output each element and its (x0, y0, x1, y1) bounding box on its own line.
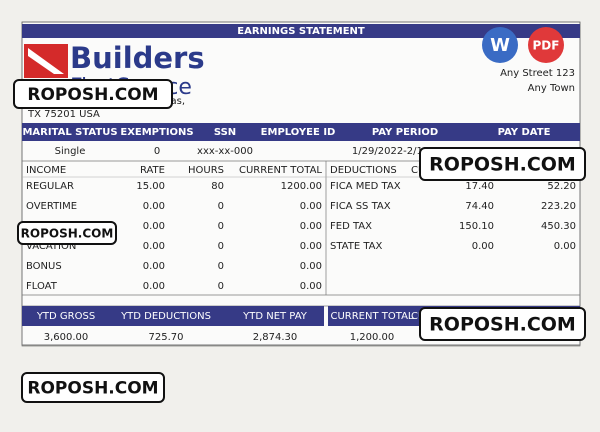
income-cell: 0 (218, 281, 224, 292)
info-value: Single (55, 146, 86, 157)
title: EARNINGS STATEMENT (237, 26, 365, 37)
watermark-box (21, 372, 165, 403)
column-header: SSN (214, 127, 236, 138)
income-cell: 0.00 (300, 241, 322, 252)
column-header: MARITAL STATUS (22, 127, 117, 138)
income-cell: 0.00 (143, 261, 165, 272)
watermark: ROPOSH.COM (429, 314, 576, 336)
watermark: ROPOSH.COM (429, 154, 576, 176)
column-header: EMPLOYEE ID (261, 127, 336, 138)
income-cell: 0.00 (300, 201, 322, 212)
summary-header: YTD NET PAY (242, 311, 308, 322)
summary-band (22, 306, 324, 326)
title-bar (22, 24, 580, 38)
deduction-header: DEDUCTIONS (330, 165, 397, 176)
column-header: PAY PERIOD (372, 127, 438, 138)
income-header: RATE (140, 165, 165, 176)
income-header: INCOME (26, 165, 66, 176)
watermark: ROPOSH.COM (27, 85, 158, 105)
employee-address: Any Town (528, 83, 575, 94)
company-address: TX 75201 USA (27, 109, 100, 120)
deduction-cell: 150.10 (459, 221, 494, 232)
deduction-cell: 52.20 (547, 181, 576, 192)
watermark-box (419, 147, 586, 181)
income-cell: 0.00 (143, 241, 165, 252)
income-header: CURRENT TOTAL (239, 165, 322, 176)
column-header: EXEMPTIONS (120, 127, 193, 138)
watermark-box (17, 221, 117, 245)
watermark-box (419, 307, 586, 341)
employee-address: Any Street 123 (500, 68, 575, 79)
watermark: ROPOSH.COM (21, 227, 114, 241)
watermark: ROPOSH.COM (27, 379, 158, 399)
info-value: xxx-xx-000 (197, 146, 253, 157)
income-cell: 0 (218, 241, 224, 252)
deduction-cell: 450.30 (541, 221, 576, 232)
deduction-cell: 0.00 (472, 241, 494, 252)
income-cell: 0.00 (300, 221, 322, 232)
income-cell: 0.00 (300, 261, 322, 272)
deduction-cell: STATE TAX (330, 241, 383, 252)
deduction-cell: FICA SS TAX (330, 201, 391, 212)
income-cell: 15.00 (136, 181, 165, 192)
income-cell: 0.00 (143, 201, 165, 212)
watermarks: ROPOSH.COM ROPOSH.COM ROPOSH.COM ROPOSH.COM… (13, 27, 586, 403)
income-cell: 0.00 (300, 281, 322, 292)
income-cell: REGULAR (26, 181, 74, 192)
summary-header: YTD GROSS (36, 311, 95, 322)
deduction-cell: 17.40 (465, 181, 494, 192)
document-frame (21, 21, 581, 346)
deduction-cell: 0.00 (554, 241, 576, 252)
summary-value: 3,600.00 (44, 332, 89, 343)
summary-value: 725.70 (149, 332, 184, 343)
pdf-icon-label: PDF (533, 39, 560, 53)
pdf-icon (528, 27, 564, 63)
income-cell: 0 (218, 201, 224, 212)
word-icon-label: W (490, 35, 510, 56)
income-cell: VACATION (26, 241, 76, 252)
summary-value: 1,200.00 (350, 332, 395, 343)
deduction-cell: 74.40 (465, 201, 494, 212)
deduction-cell: FICA MED TAX (330, 181, 401, 192)
column-header: PAY DATE (498, 127, 551, 138)
logo-stripe (28, 48, 64, 74)
deduction-cell: FED TAX (330, 221, 372, 232)
income-cell: 1200.00 (281, 181, 322, 192)
income-cell: 0.00 (143, 281, 165, 292)
info-value: 1/29/2022-2/11/2022 (352, 146, 458, 157)
deduction-cell: 223.20 (541, 201, 576, 212)
income-cell: 0.00 (143, 221, 165, 232)
income-header: HOURS (188, 165, 224, 176)
header-band (22, 123, 580, 141)
summary-header: CURRENT TOTAL (330, 311, 413, 322)
income-cell: OVERTIME (26, 201, 77, 212)
summary-header: YTD DEDUCTIONS (120, 311, 211, 322)
info-value: 0 (154, 146, 160, 157)
income-cell: BONUS (26, 261, 62, 272)
income-cell: FLOAT (26, 281, 58, 292)
word-icon (482, 27, 518, 63)
summary-value: 2,874.30 (253, 332, 298, 343)
income-cell: 0 (218, 221, 224, 232)
income-cell: 0 (218, 261, 224, 272)
watermark-box (13, 79, 173, 109)
income-cell: 80 (211, 181, 224, 192)
logo-text: Builders (70, 41, 205, 75)
